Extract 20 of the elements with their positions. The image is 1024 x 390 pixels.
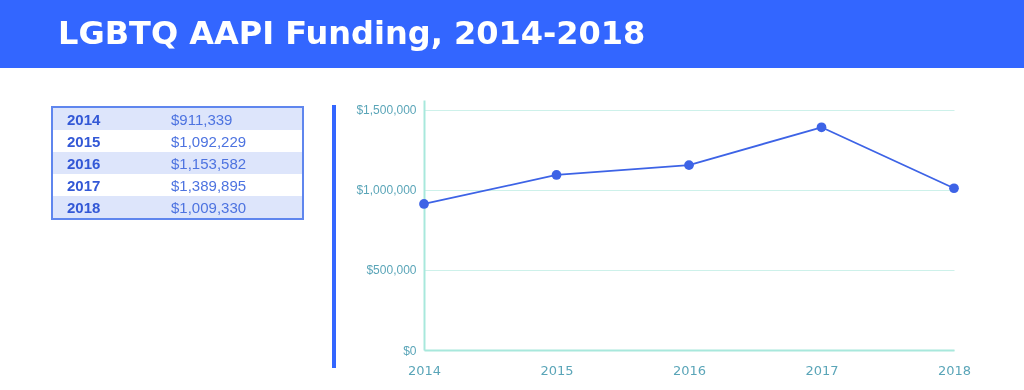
text: $1,153,582	[171, 154, 247, 172]
x-tick-label: 2014	[407, 362, 442, 378]
category-label: 2014	[67, 110, 101, 128]
chart-title: LGBTQ AAPI Funding, 2014-2018	[58, 14, 646, 52]
category-label: 2017	[67, 176, 101, 194]
text: $1,092,229	[171, 132, 247, 150]
x-tick-label: 2018	[937, 362, 972, 378]
text: $911,339	[171, 110, 233, 128]
text: $1,389,895	[171, 176, 247, 194]
category-label: 2018	[67, 198, 101, 216]
x-tick-label: 2015	[540, 362, 574, 378]
text: $1,009,330	[171, 198, 247, 216]
y-tick-label: $1,500,000	[356, 103, 417, 118]
x-tick-label: 2016	[672, 362, 707, 378]
y-tick-label: $500,000	[366, 263, 417, 278]
x-tick-label: 2017	[805, 362, 839, 378]
category-label: 2015	[67, 132, 101, 150]
y-tick-label: $0	[403, 343, 417, 358]
y-tick-label: $1,000,000	[356, 183, 417, 198]
category-label: 2016	[67, 154, 101, 172]
